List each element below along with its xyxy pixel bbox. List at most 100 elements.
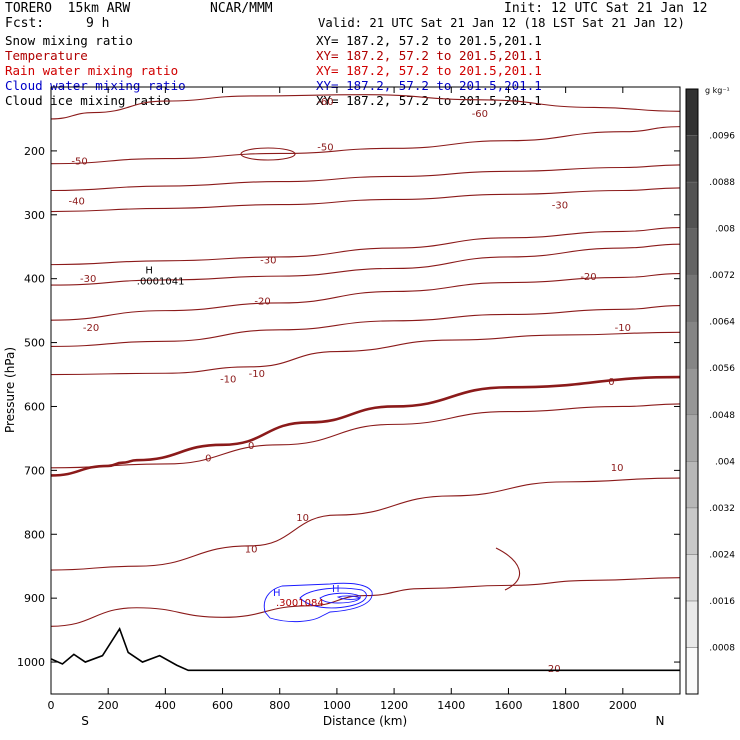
isotherm-label--30-4-0: -30 bbox=[80, 274, 96, 285]
cloud-water-markers: H H .3001084 bbox=[273, 584, 340, 609]
isotherm-label--50-1-1: -50 bbox=[317, 142, 333, 153]
legend-label-snow: Snow mixing ratio bbox=[5, 33, 133, 48]
x-tick-label-1200: 1200 bbox=[380, 699, 408, 712]
y-tick-label-300: 300 bbox=[24, 209, 45, 222]
legend-xy-cloud-ice: XY= 187.2, 57.2 to 201.5,201.1 bbox=[316, 93, 542, 108]
cloud-water-high-right: H bbox=[332, 584, 340, 595]
center-title: NCAR/MMM bbox=[210, 1, 273, 16]
isotherm--20-6 bbox=[50, 273, 681, 321]
y-tick-label-900: 900 bbox=[24, 592, 45, 605]
isotherm-label--40-2-0: -40 bbox=[69, 197, 85, 208]
colorbar-segment-10 bbox=[685, 181, 699, 229]
isotherm--50-1 bbox=[50, 126, 681, 165]
north-label: N bbox=[656, 714, 665, 728]
forecast-hour: 9 h bbox=[86, 16, 110, 31]
y-axis-label: Pressure (hPa) bbox=[3, 347, 17, 433]
forecast-label: Fcst: bbox=[5, 16, 45, 31]
isotherm-label-20-12-0: 20 bbox=[548, 664, 561, 675]
isotherm-label--20-6-1: -20 bbox=[254, 296, 270, 307]
colorbar-segment-8 bbox=[685, 274, 699, 322]
legend-label-rain: Rain water mixing ratio bbox=[5, 63, 179, 78]
snow-surface-line bbox=[50, 627, 680, 672]
colorbar-segment-6 bbox=[685, 367, 699, 416]
colorbar-tick-5: .0048 bbox=[709, 411, 735, 421]
colorbar-segment-11 bbox=[685, 135, 699, 183]
colorbar-units: g kg⁻¹ bbox=[705, 86, 730, 95]
colorbar-frame bbox=[685, 88, 699, 695]
colorbar-tick-0: .0008 bbox=[709, 643, 735, 653]
isotherm--10-8 bbox=[50, 331, 681, 376]
cloud-water-value: .3001084 bbox=[276, 598, 324, 609]
colorbar-tick-9: .008 bbox=[715, 225, 735, 235]
x-tick-label-800: 800 bbox=[269, 699, 290, 712]
isotherm-label--10-7-0: -10 bbox=[615, 323, 631, 334]
x-tick-label-1600: 1600 bbox=[494, 699, 522, 712]
isotherm-label-0-9-0: 0 bbox=[205, 454, 211, 465]
y-tick-label-200: 200 bbox=[24, 145, 45, 158]
legend-xy-cloud-water: XY= 187.2, 57.2 to 201.5,201.1 bbox=[316, 78, 542, 93]
isotherm-label--30-3-0: -30 bbox=[552, 201, 568, 212]
legend-xy-snow: XY= 187.2, 57.2 to 201.5,201.1 bbox=[316, 33, 542, 48]
annotation-0: H bbox=[145, 266, 153, 277]
colorbar-segment-2 bbox=[685, 554, 699, 602]
x-tick-label-600: 600 bbox=[212, 699, 233, 712]
colorbar-segment-7 bbox=[685, 321, 699, 369]
isotherm--40-2 bbox=[50, 164, 681, 192]
colorbar-tick-4: .004 bbox=[715, 457, 735, 467]
colorbar-segment-3 bbox=[685, 507, 699, 555]
colorbar-tick-6: .0056 bbox=[709, 364, 735, 374]
isotherm-0-9 bbox=[50, 375, 681, 477]
y-tick-label-1000: 1000 bbox=[17, 656, 45, 669]
colorbar-tick-10: .0088 bbox=[709, 178, 735, 188]
isotherm-label-10-11-0: 10 bbox=[245, 544, 258, 555]
isotherm-closed-minus60 bbox=[240, 147, 296, 161]
y-tick-label-600: 600 bbox=[24, 400, 45, 413]
plot-frame bbox=[50, 86, 681, 695]
colorbar-segment-4 bbox=[685, 461, 699, 509]
cloud-water-mid bbox=[299, 587, 367, 609]
cloud-water-contours bbox=[263, 582, 373, 623]
cloud-water-outer bbox=[263, 582, 373, 623]
colorbar-segment-5 bbox=[685, 414, 699, 462]
init-time: Init: 12 UTC Sat 21 Jan 12 bbox=[504, 1, 708, 16]
valid-time: Valid: 21 UTC Sat 21 Jan 12 (18 LST Sat … bbox=[318, 16, 685, 30]
model-title: TORERO 15km ARW bbox=[5, 1, 131, 16]
colorbar-tick-1: .0016 bbox=[709, 597, 735, 607]
x-tick-label-1000: 1000 bbox=[323, 699, 351, 712]
cloud-water-core bbox=[336, 595, 362, 600]
legend-xy-rain: XY= 187.2, 57.2 to 201.5,201.1 bbox=[316, 63, 542, 78]
cloud-water-high-left: H bbox=[273, 588, 281, 599]
colorbar-segment-9 bbox=[685, 228, 699, 276]
isotherm-label--20-5-0: -20 bbox=[580, 272, 596, 283]
colorbar-tick-11: .0096 bbox=[709, 132, 735, 142]
legend-label-cloud-ice: Cloud ice mixing ratio bbox=[5, 93, 171, 108]
isotherm--20-5 bbox=[50, 243, 681, 286]
isotherm-label--50-1-0: -50 bbox=[71, 156, 87, 167]
isotherm-label-10-11-1: 10 bbox=[296, 513, 309, 524]
isotherm-10-11 bbox=[50, 477, 681, 571]
isotherm-label--60-0-1: -60 bbox=[472, 109, 488, 120]
colorbar-tick-7: .0064 bbox=[709, 318, 735, 328]
colorbar-segment-1 bbox=[685, 600, 699, 648]
isotherm-20-12 bbox=[50, 577, 681, 627]
isotherm--10-7 bbox=[50, 304, 681, 347]
x-tick-label-200: 200 bbox=[98, 699, 119, 712]
isotherm-label--10-8-1: -10 bbox=[249, 369, 265, 380]
south-label: S bbox=[81, 714, 89, 728]
colorbar-tick-2: .0024 bbox=[709, 550, 735, 560]
isotherm-10-10 bbox=[50, 403, 681, 469]
y-tick-label-500: 500 bbox=[24, 337, 45, 350]
x-tick-label-1800: 1800 bbox=[552, 699, 580, 712]
isotherm-label-0-9-1: 0 bbox=[248, 441, 254, 452]
isotherm--30-3 bbox=[50, 187, 681, 213]
isotherm-label-0-9-2: 0 bbox=[608, 377, 614, 388]
isotherm-label--30-4-1: -30 bbox=[260, 256, 276, 267]
x-axis-label: Distance (km) bbox=[323, 714, 407, 728]
colorbar-tick-8: .0072 bbox=[709, 271, 735, 281]
colorbar-segment-0 bbox=[685, 647, 699, 695]
colorbar-tick-3: .0032 bbox=[709, 504, 735, 514]
x-tick-label-400: 400 bbox=[155, 699, 176, 712]
x-tick-label-1400: 1400 bbox=[437, 699, 465, 712]
isotherm-label-10-10-0: 10 bbox=[611, 463, 624, 474]
